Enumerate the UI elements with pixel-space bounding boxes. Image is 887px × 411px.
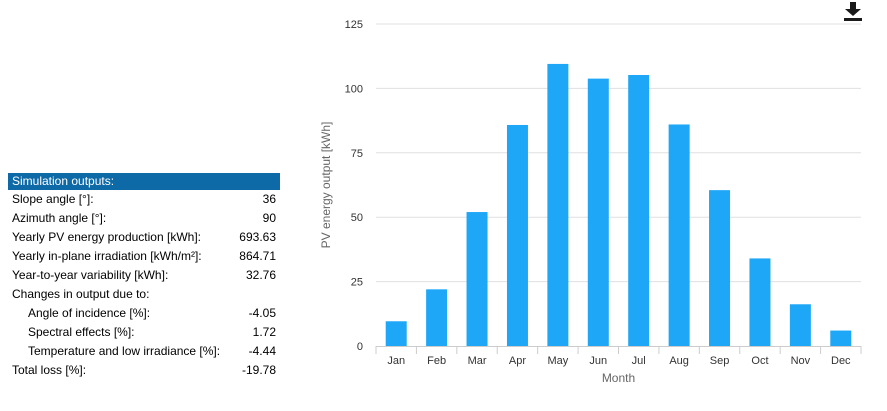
- output-label: Changes in output due to:: [12, 287, 150, 301]
- y-tick-label: 0: [357, 341, 363, 353]
- output-row-spectral: Spectral effects [%]: 1.72: [8, 323, 280, 342]
- bar-dec[interactable]: [830, 330, 852, 346]
- x-tick-label: Jun: [589, 355, 607, 367]
- output-row-slope: Slope angle [°]: 36: [8, 190, 280, 209]
- y-tick-label: 50: [351, 212, 363, 224]
- bar-aug[interactable]: [668, 124, 690, 347]
- bar-apr[interactable]: [506, 124, 528, 346]
- output-row-irradiation: Yearly in-plane irradiation [kWh/m²]: 86…: [8, 247, 280, 266]
- x-tick-label: Jan: [387, 355, 405, 367]
- y-tick-label: 25: [351, 277, 363, 289]
- output-value: -4.44: [248, 344, 276, 358]
- simulation-outputs-table: Simulation outputs: Slope angle [°]: 36 …: [8, 173, 280, 380]
- x-axis-title: Month: [602, 371, 635, 385]
- output-row-angle-incidence: Angle of incidence [%]: -4.05: [8, 304, 280, 323]
- bar-sep[interactable]: [709, 190, 731, 346]
- output-row-variability: Year-to-year variability [kWh]: 32.76: [8, 266, 280, 285]
- output-value: 90: [262, 211, 276, 225]
- x-tick-label: Apr: [509, 355, 526, 367]
- bar-jul[interactable]: [628, 75, 650, 347]
- output-label: Yearly PV energy production [kWh]:: [12, 230, 201, 244]
- output-row-yearly-production: Yearly PV energy production [kWh]: 693.6…: [8, 228, 280, 247]
- output-label: Angle of incidence [%]:: [28, 306, 151, 320]
- bar-may[interactable]: [547, 63, 569, 346]
- x-tick-label: Dec: [831, 355, 851, 367]
- output-value: -4.05: [248, 306, 276, 320]
- x-tick-label: May: [547, 355, 568, 367]
- pv-energy-chart: 0 25 50 75 100 125 Jan Feb Mar Apr May Jun Jul Aug Sep…: [318, 0, 887, 406]
- y-tick-label: 100: [345, 83, 363, 95]
- output-label: Temperature and low irradiance [%]:: [28, 344, 221, 358]
- output-label: Year-to-year variability [kWh]:: [12, 268, 169, 282]
- output-value: 32.76: [245, 268, 276, 282]
- x-tick-label: Aug: [669, 355, 689, 367]
- y-axis-title: PV energy output [kWh]: [319, 122, 333, 249]
- output-value: -19.78: [241, 363, 276, 377]
- output-label: Yearly in-plane irradiation [kWh/m²]:: [12, 249, 202, 263]
- bar-jan[interactable]: [385, 321, 407, 346]
- output-row-temperature: Temperature and low irradiance [%]: -4.4…: [8, 342, 280, 361]
- bar-feb[interactable]: [426, 289, 448, 346]
- output-row-azimuth: Azimuth angle [°]: 90: [8, 209, 280, 228]
- bar-mar[interactable]: [466, 212, 488, 346]
- y-tick-label: 75: [351, 148, 363, 160]
- x-tick-label: Nov: [791, 355, 811, 367]
- output-value: 693.63: [239, 230, 276, 244]
- simulation-outputs-header: Simulation outputs:: [8, 173, 280, 190]
- bar-nov[interactable]: [789, 304, 811, 346]
- chart-svg: 0 25 50 75 100 125 Jan Feb Mar Apr May Jun Jul Aug Sep…: [319, 19, 862, 385]
- bar-jun[interactable]: [587, 78, 609, 346]
- output-row-total-loss: Total loss [%]: -19.78: [8, 361, 280, 380]
- output-value: 1.72: [252, 325, 276, 339]
- output-label: Slope angle [°]:: [12, 192, 94, 206]
- x-tick-label: Feb: [427, 355, 446, 367]
- output-value: 36: [262, 192, 276, 206]
- x-tick-label: Jul: [632, 355, 646, 367]
- output-label: Total loss [%]:: [12, 363, 87, 377]
- output-label: Spectral effects [%]:: [28, 325, 135, 339]
- bar-oct[interactable]: [749, 258, 771, 346]
- x-tick-label: Sep: [710, 355, 730, 367]
- output-label: Azimuth angle [°]:: [12, 211, 107, 225]
- download-icon[interactable]: [843, 0, 863, 22]
- y-tick-label: 125: [345, 19, 363, 31]
- x-tick-label: Mar: [468, 355, 487, 367]
- output-value: 864.71: [239, 249, 276, 263]
- output-row-changes-heading: Changes in output due to:: [8, 285, 280, 304]
- x-tick-label: Oct: [751, 355, 768, 367]
